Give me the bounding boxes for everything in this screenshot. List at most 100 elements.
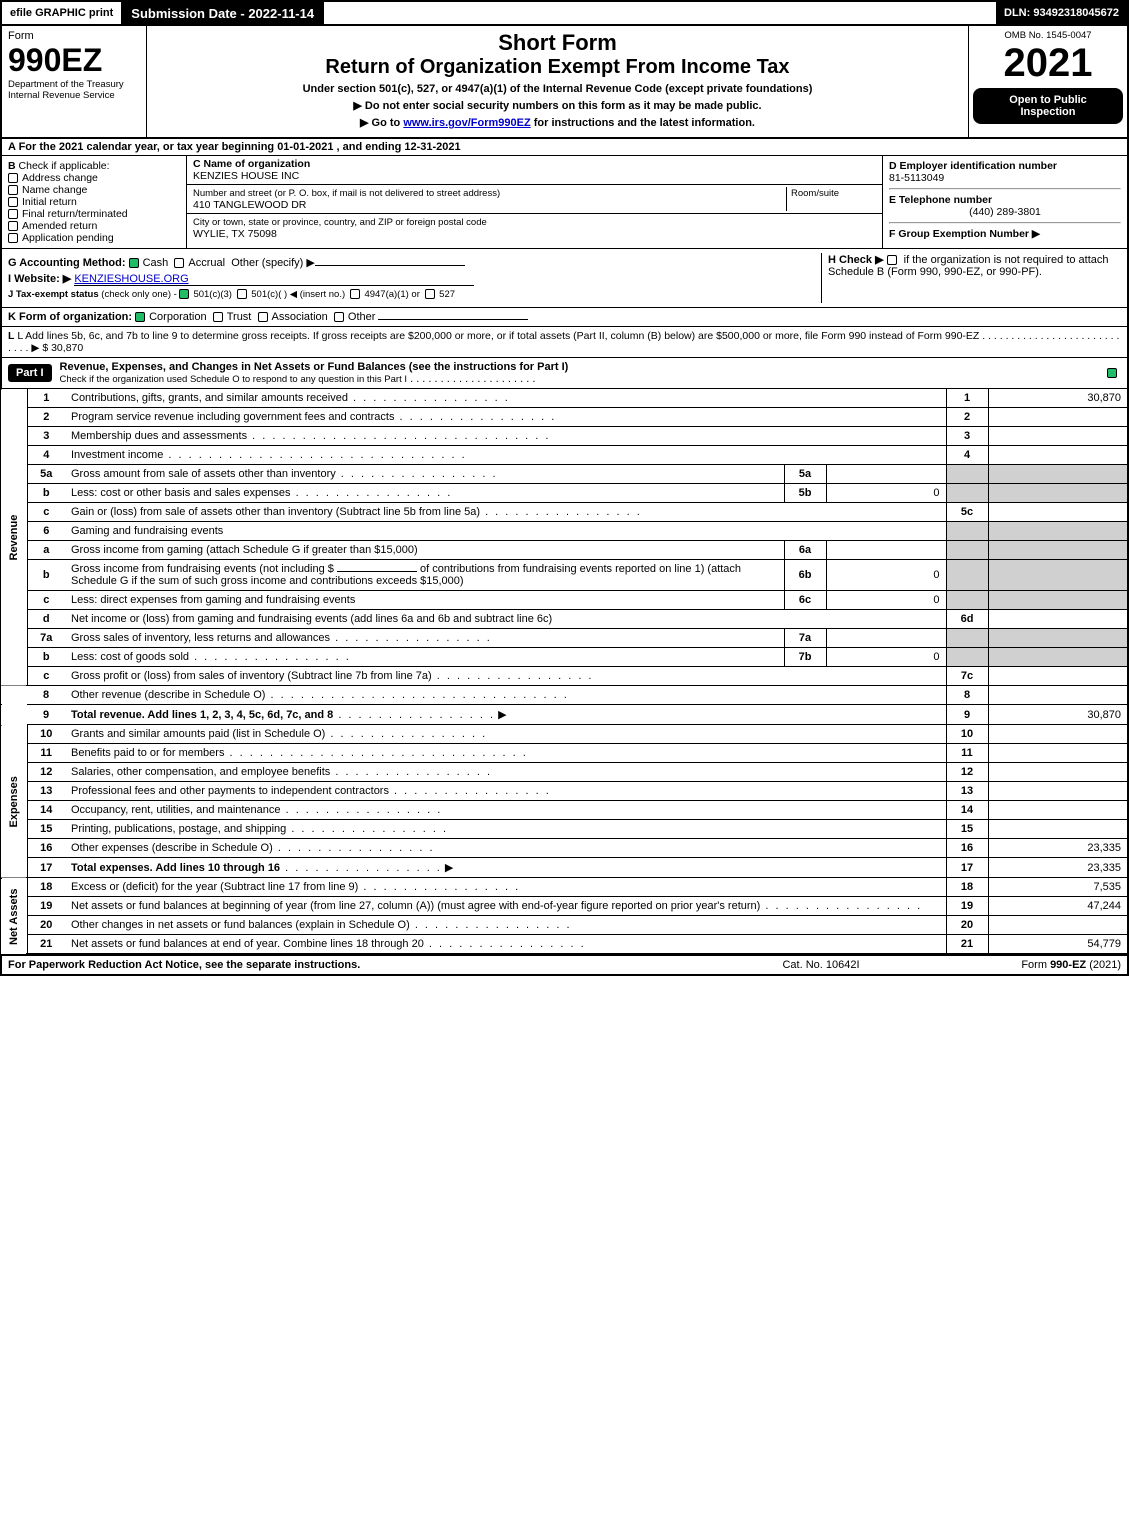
irs-link[interactable]: www.irs.gov/Form990EZ	[403, 117, 530, 129]
ln17-rnum: 17	[946, 858, 988, 878]
ln3-rnum: 3	[946, 427, 988, 446]
j-note: (check only one) -	[101, 289, 177, 300]
ln3-num: 3	[27, 427, 65, 446]
table-row: c Gross profit or (loss) from sales of i…	[1, 667, 1128, 686]
checkbox-501c[interactable]	[237, 289, 247, 299]
part1-label: Part I	[8, 364, 52, 382]
checkbox-corporation-checked[interactable]	[135, 312, 145, 322]
expenses-table: Expenses 10 Grants and similar amounts p…	[0, 725, 1129, 878]
header-subtitle: Under section 501(c), 527, or 4947(a)(1)…	[151, 83, 964, 95]
table-row: 17 Total expenses. Add lines 10 through …	[1, 858, 1128, 878]
ln17-val: 23,335	[988, 858, 1128, 878]
checkbox-527[interactable]	[425, 289, 435, 299]
table-row: a Gross income from gaming (attach Sched…	[1, 541, 1128, 560]
ln6d-desc: Net income or (loss) from gaming and fun…	[65, 610, 946, 629]
netassets-table: Net Assets 18 Excess or (deficit) for th…	[0, 878, 1129, 955]
checkbox-schedule-o-checked[interactable]	[1107, 368, 1117, 378]
e-label: E Telephone number	[889, 194, 992, 206]
website-link[interactable]: KENZIESHOUSE.ORG	[74, 273, 188, 285]
footer-mid: Cat. No. 10642I	[721, 959, 921, 971]
checkbox-trust[interactable]	[213, 312, 223, 322]
table-row: Net Assets 18 Excess or (deficit) for th…	[1, 878, 1128, 897]
ln5b-sub: 5b	[784, 484, 826, 503]
ln6c-grey	[946, 591, 988, 610]
footer-right-bold: 990-EZ	[1050, 959, 1086, 971]
blank-side	[1, 686, 27, 705]
open-to-public-pill: Open to Public Inspection	[973, 88, 1123, 124]
checkbox-association[interactable]	[258, 312, 268, 322]
ln6d-num: d	[27, 610, 65, 629]
c-label: C Name of organization	[193, 158, 310, 170]
checkbox-name-change[interactable]	[8, 185, 18, 195]
table-row: b Gross income from fundraising events (…	[1, 560, 1128, 591]
ln6b-grey	[946, 560, 988, 591]
b-check-label: Check if applicable:	[19, 160, 110, 172]
ln1-val: 30,870	[988, 389, 1128, 408]
room-label: Room/suite	[791, 188, 839, 199]
checkbox-accrual[interactable]	[174, 258, 184, 268]
checkbox-amended-return[interactable]	[8, 221, 18, 231]
table-row: 7a Gross sales of inventory, less return…	[1, 629, 1128, 648]
ln14-rnum: 14	[946, 801, 988, 820]
ln3-val	[988, 427, 1128, 446]
netassets-sidebar: Net Assets	[1, 878, 27, 954]
checkbox-other-org[interactable]	[334, 312, 344, 322]
opt-name-change: Name change	[22, 184, 87, 196]
header-note2: ▶ Go to www.irs.gov/Form990EZ for instru…	[151, 116, 964, 129]
table-row: 3 Membership dues and assessments 3	[1, 427, 1128, 446]
ln16-num: 16	[27, 839, 65, 858]
form-header: Form 990EZ Department of the Treasury In…	[0, 26, 1129, 139]
checkbox-501c3-checked[interactable]	[179, 289, 189, 299]
opt-final-return: Final return/terminated	[22, 208, 128, 220]
checkbox-4947[interactable]	[350, 289, 360, 299]
ln12-rnum: 12	[946, 763, 988, 782]
ln5b-subval: 0	[826, 484, 946, 503]
ln14-val	[988, 801, 1128, 820]
ln10-num: 10	[27, 725, 65, 744]
table-row: 12 Salaries, other compensation, and emp…	[1, 763, 1128, 782]
ln3-desc: Membership dues and assessments	[65, 427, 946, 446]
header-note1: ▶ Do not enter social security numbers o…	[151, 99, 964, 112]
ln13-desc: Professional fees and other payments to …	[65, 782, 946, 801]
checkbox-application-pending[interactable]	[8, 233, 18, 243]
table-row: 5a Gross amount from sale of assets othe…	[1, 465, 1128, 484]
ln11-desc: Benefits paid to or for members	[65, 744, 946, 763]
checkbox-cash-checked[interactable]	[129, 258, 139, 268]
ln6c-sub: 6c	[784, 591, 826, 610]
ln5b-grey	[946, 484, 988, 503]
j-o4: 527	[439, 289, 455, 300]
ln2-rnum: 2	[946, 408, 988, 427]
checkbox-h[interactable]	[887, 255, 897, 265]
ln8-desc: Other revenue (describe in Schedule O)	[65, 686, 946, 705]
ln16-val: 23,335	[988, 839, 1128, 858]
ln6b-blank	[337, 571, 417, 572]
ln6-desc: Gaming and fundraising events	[65, 522, 946, 541]
ln5b-desc: Less: cost or other basis and sales expe…	[65, 484, 784, 503]
ln16-desc: Other expenses (describe in Schedule O)	[65, 839, 946, 858]
addr-label: Number and street (or P. O. box, if mail…	[193, 188, 500, 199]
ln10-val	[988, 725, 1128, 744]
ln9-desc: Total revenue. Add lines 1, 2, 3, 4, 5c,…	[71, 709, 333, 721]
city-label: City or town, state or province, country…	[193, 217, 487, 228]
revenue-sidebar: Revenue	[1, 389, 27, 686]
table-row: Revenue 1 Contributions, gifts, grants, …	[1, 389, 1128, 408]
ln19-rnum: 19	[946, 897, 988, 916]
j-label: J Tax-exempt status	[8, 289, 99, 300]
expenses-sidebar: Expenses	[1, 725, 27, 878]
ln6b-subval: 0	[826, 560, 946, 591]
revenue-table: Revenue 1 Contributions, gifts, grants, …	[0, 389, 1129, 725]
ln6b-desc: Gross income from fundraising events (no…	[65, 560, 784, 591]
checkbox-initial-return[interactable]	[8, 197, 18, 207]
checkbox-address-change[interactable]	[8, 173, 18, 183]
ln1-desc: Contributions, gifts, grants, and simila…	[65, 389, 946, 408]
checkbox-final-return[interactable]	[8, 209, 18, 219]
section-b: B Check if applicable: Address change Na…	[2, 156, 187, 248]
l-text: L Add lines 5b, 6c, and 7b to line 9 to …	[8, 330, 1119, 354]
footer-right-pre: Form	[1021, 959, 1050, 971]
ln20-val	[988, 916, 1128, 935]
ln11-val	[988, 744, 1128, 763]
ln5c-num: c	[27, 503, 65, 522]
ln13-val	[988, 782, 1128, 801]
page-footer: For Paperwork Reduction Act Notice, see …	[0, 955, 1129, 976]
ln6a-grey2	[988, 541, 1128, 560]
